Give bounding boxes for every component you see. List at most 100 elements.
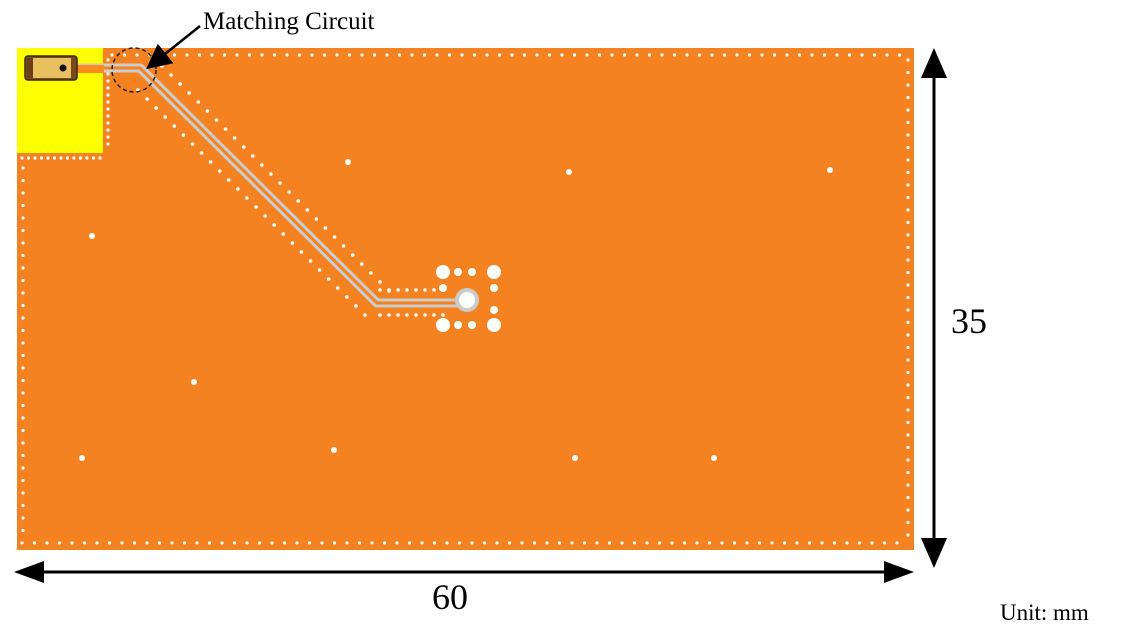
width-dimension-label: 60 [432,577,468,617]
via [870,541,874,545]
via [672,53,677,57]
via [906,158,910,162]
via [372,53,377,57]
via [906,108,910,112]
via [21,478,25,483]
via [199,151,204,155]
via [414,313,418,317]
via [906,183,910,187]
trace-vias [136,64,445,317]
via [906,458,910,462]
via [906,445,910,450]
via [154,106,158,110]
via [78,156,83,160]
via [770,541,774,545]
via [122,53,127,57]
via [170,541,174,545]
via [57,541,62,545]
via [214,118,219,122]
via [432,541,437,545]
via [810,53,814,57]
via [385,53,389,57]
via [820,541,824,545]
via [106,58,110,62]
via [597,53,602,57]
via [572,53,577,57]
via [72,156,76,160]
via [747,53,752,57]
via [207,541,212,545]
via [182,541,187,545]
via [335,53,339,57]
via [906,308,910,312]
via [45,541,49,545]
via [254,205,258,209]
via [906,345,910,350]
via [460,53,464,57]
matching-circuit-marker [111,47,157,93]
via [107,541,112,545]
via [695,541,699,545]
via [21,441,25,445]
via [290,241,295,245]
via [432,313,436,317]
via [435,53,439,57]
via [360,53,364,57]
via [232,541,237,545]
via [172,53,177,57]
via [897,53,902,57]
via [722,53,727,57]
via [732,541,737,545]
via [270,541,274,545]
feed-line [65,63,472,308]
via [345,295,349,299]
via [85,156,89,160]
via [357,541,362,545]
via [341,244,346,248]
via [387,313,391,317]
via [172,124,177,128]
via [282,541,287,545]
via [106,128,110,132]
via [582,541,587,545]
via [885,53,889,57]
via [472,53,477,57]
via [21,253,25,258]
via [196,100,201,104]
via [247,53,252,57]
via [21,191,25,195]
via [906,170,910,175]
via [20,541,24,545]
via [906,220,910,225]
via [110,53,114,57]
via [21,178,25,183]
feed-point [436,265,501,332]
via [21,416,25,420]
via [21,466,25,470]
via [906,58,910,62]
via [269,172,273,176]
via [359,262,364,266]
via [906,270,910,275]
via [457,541,462,545]
via [135,53,139,57]
via [485,53,489,57]
via [39,156,44,160]
via [895,541,899,545]
via [906,95,910,100]
via [760,53,764,57]
via [257,541,262,545]
via [227,178,231,182]
via [757,541,762,545]
via [263,214,267,218]
via [285,53,289,57]
via [906,245,910,250]
via [332,235,337,239]
via [405,313,409,317]
via [441,313,445,317]
via [272,223,277,227]
via [20,156,24,160]
via [120,541,124,545]
via [906,358,910,362]
